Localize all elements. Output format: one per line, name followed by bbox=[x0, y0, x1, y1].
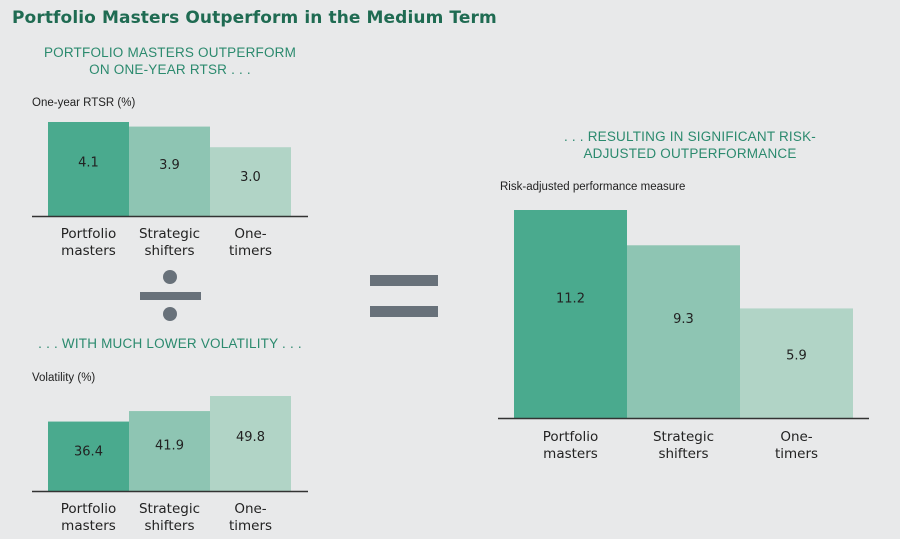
rtsr-title-line-2: ON ONE-YEAR RTSR . . . bbox=[89, 62, 251, 77]
category-label: shifters bbox=[658, 446, 708, 462]
bar-strategic-shifters bbox=[627, 245, 740, 418]
category-label: timers bbox=[229, 518, 272, 534]
bar-strategic-shifters bbox=[129, 411, 210, 491]
category-label: Portfolio bbox=[61, 226, 117, 242]
risk-adjusted-chart-title: . . . RESULTING IN SIGNIFICANT RISK- ADJ… bbox=[500, 128, 880, 162]
category-label: One- bbox=[234, 226, 266, 242]
bar-one-timers bbox=[210, 147, 291, 216]
category-label: Strategic bbox=[139, 501, 200, 517]
category-label: One- bbox=[780, 429, 812, 445]
category-label: Strategic bbox=[139, 226, 200, 242]
bar-portfolio-masters bbox=[48, 122, 129, 216]
category-label: masters bbox=[61, 243, 116, 259]
value-label: 9.3 bbox=[673, 312, 694, 327]
category-label: timers bbox=[229, 243, 272, 259]
category-label: Portfolio bbox=[543, 429, 599, 445]
category-label: shifters bbox=[144, 243, 194, 259]
value-label: 49.8 bbox=[236, 430, 265, 445]
equals-icon bbox=[370, 275, 438, 317]
rtsr-chart-title: PORTFOLIO MASTERS OUTPERFORM ON ONE-YEAR… bbox=[30, 44, 310, 78]
risk-title-line-1: . . . RESULTING IN SIGNIFICANT RISK- bbox=[564, 129, 816, 144]
value-label: 3.9 bbox=[159, 158, 180, 173]
bar-one-timers bbox=[740, 308, 853, 418]
value-label: 41.9 bbox=[155, 439, 184, 454]
risk-title-line-2: ADJUSTED OUTPERFORMANCE bbox=[583, 146, 797, 161]
bar-one-timers bbox=[210, 396, 291, 491]
volatility-ylabel: Volatility (%) bbox=[32, 372, 96, 384]
category-label: One- bbox=[234, 501, 266, 517]
category-label: shifters bbox=[144, 518, 194, 534]
category-label: masters bbox=[61, 518, 116, 534]
bar-strategic-shifters bbox=[129, 126, 210, 216]
bar-portfolio-masters bbox=[48, 421, 129, 491]
value-label: 3.0 bbox=[240, 170, 261, 185]
value-label: 36.4 bbox=[74, 445, 103, 460]
bar-portfolio-masters bbox=[514, 210, 627, 418]
category-label: timers bbox=[775, 446, 818, 462]
category-label: Strategic bbox=[653, 429, 714, 445]
value-label: 4.1 bbox=[78, 155, 99, 170]
rtsr-title-line-1: PORTFOLIO MASTERS OUTPERFORM bbox=[43, 45, 297, 60]
risk-adjusted-ylabel: Risk-adjusted performance measure bbox=[500, 181, 686, 193]
volatility-chart-title: . . . WITH MUCH LOWER VOLATILITY . . . bbox=[20, 335, 320, 352]
volatility-title-line-1: . . . WITH MUCH LOWER VOLATILITY . . . bbox=[38, 336, 302, 351]
category-label: Portfolio bbox=[61, 501, 117, 517]
value-label: 11.2 bbox=[556, 291, 585, 306]
page-title: Portfolio Masters Outperform in the Medi… bbox=[12, 8, 497, 28]
category-label: masters bbox=[543, 446, 598, 462]
rtsr-ylabel: One-year RTSR (%) bbox=[32, 97, 136, 109]
divide-icon bbox=[140, 270, 201, 321]
value-label: 5.9 bbox=[786, 348, 807, 363]
